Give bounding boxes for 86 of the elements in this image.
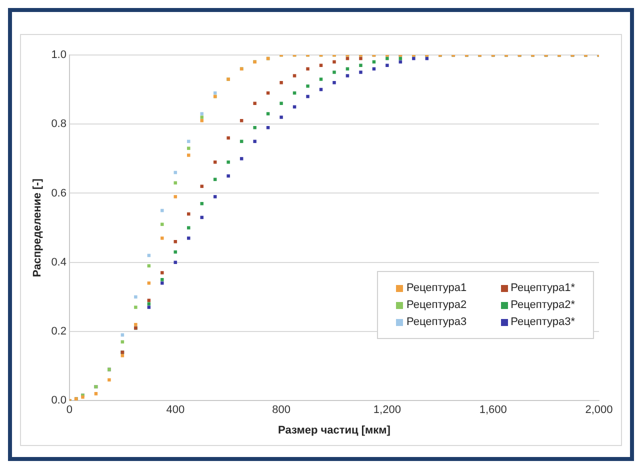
point	[187, 212, 190, 216]
point	[120, 354, 124, 358]
point	[332, 81, 336, 84]
point	[147, 264, 151, 268]
point	[160, 278, 164, 282]
point	[160, 271, 164, 274]
x-tick-label: 400	[166, 404, 185, 416]
point	[200, 184, 204, 188]
point	[240, 157, 244, 160]
point	[213, 195, 217, 198]
point	[319, 64, 323, 67]
legend-label: Рецептура1*	[510, 282, 575, 294]
point	[359, 56, 362, 60]
point	[359, 70, 362, 74]
point	[346, 74, 350, 78]
point	[120, 340, 124, 344]
point	[386, 64, 389, 67]
point	[134, 306, 138, 309]
x-axis-title: Размер частиц [мкм]	[278, 424, 391, 436]
x-tick-label: 800	[272, 404, 290, 416]
point	[253, 102, 256, 106]
point	[319, 78, 323, 81]
point	[174, 181, 178, 184]
point	[174, 260, 178, 264]
y-axis-title: Распределение [-]	[32, 178, 44, 278]
legend-label: Рецептура1	[406, 282, 467, 294]
point	[306, 84, 310, 88]
point	[160, 281, 164, 285]
point	[160, 208, 164, 212]
point	[306, 94, 310, 98]
point	[187, 236, 190, 240]
y-tick-label: 0.4	[51, 256, 66, 268]
point	[94, 392, 98, 396]
x-tick-label: 2,000	[585, 404, 613, 416]
point	[134, 322, 138, 326]
legend-label: Рецептура3*	[510, 316, 575, 328]
point	[187, 146, 190, 150]
point	[200, 116, 204, 119]
point	[226, 160, 230, 164]
point	[187, 226, 190, 230]
point	[226, 174, 230, 178]
point	[332, 70, 336, 74]
y-tick-label: 0.0	[51, 394, 66, 407]
point	[332, 60, 336, 64]
point	[266, 112, 270, 116]
point	[372, 67, 376, 70]
point	[280, 81, 283, 84]
y-tick-label: 1.0	[51, 49, 66, 62]
point	[253, 126, 256, 130]
x-tick-label: 1,200	[373, 404, 401, 416]
y-tick-label: 0.6	[51, 187, 66, 200]
x-tick-label: 1,600	[479, 404, 507, 416]
point	[134, 295, 138, 299]
point	[240, 119, 244, 122]
point	[306, 67, 310, 70]
point	[226, 136, 230, 140]
point	[160, 236, 164, 240]
point	[292, 105, 296, 108]
point	[359, 64, 362, 67]
point	[292, 74, 296, 78]
point	[200, 119, 204, 122]
y-tick-label: 0.8	[51, 118, 66, 130]
point	[160, 222, 164, 226]
point	[187, 154, 190, 157]
point	[174, 240, 178, 244]
point	[174, 195, 178, 198]
point	[346, 67, 350, 70]
point	[386, 56, 389, 60]
legend-label: Рецептура2*	[510, 299, 575, 311]
point	[147, 302, 151, 306]
point	[280, 116, 283, 119]
legend-label: Рецептура3	[406, 316, 467, 328]
point	[147, 306, 151, 309]
point	[147, 298, 151, 302]
point	[108, 378, 111, 382]
point	[200, 112, 204, 116]
point	[412, 56, 416, 60]
legend-label: Рецептура2	[406, 299, 467, 311]
x-tick-label: 0	[66, 404, 73, 416]
y-tick-label: 0.2	[51, 326, 66, 338]
point	[280, 102, 283, 106]
point	[200, 202, 204, 206]
point	[200, 216, 204, 220]
point	[253, 140, 256, 144]
point	[187, 140, 190, 144]
point	[213, 160, 217, 164]
